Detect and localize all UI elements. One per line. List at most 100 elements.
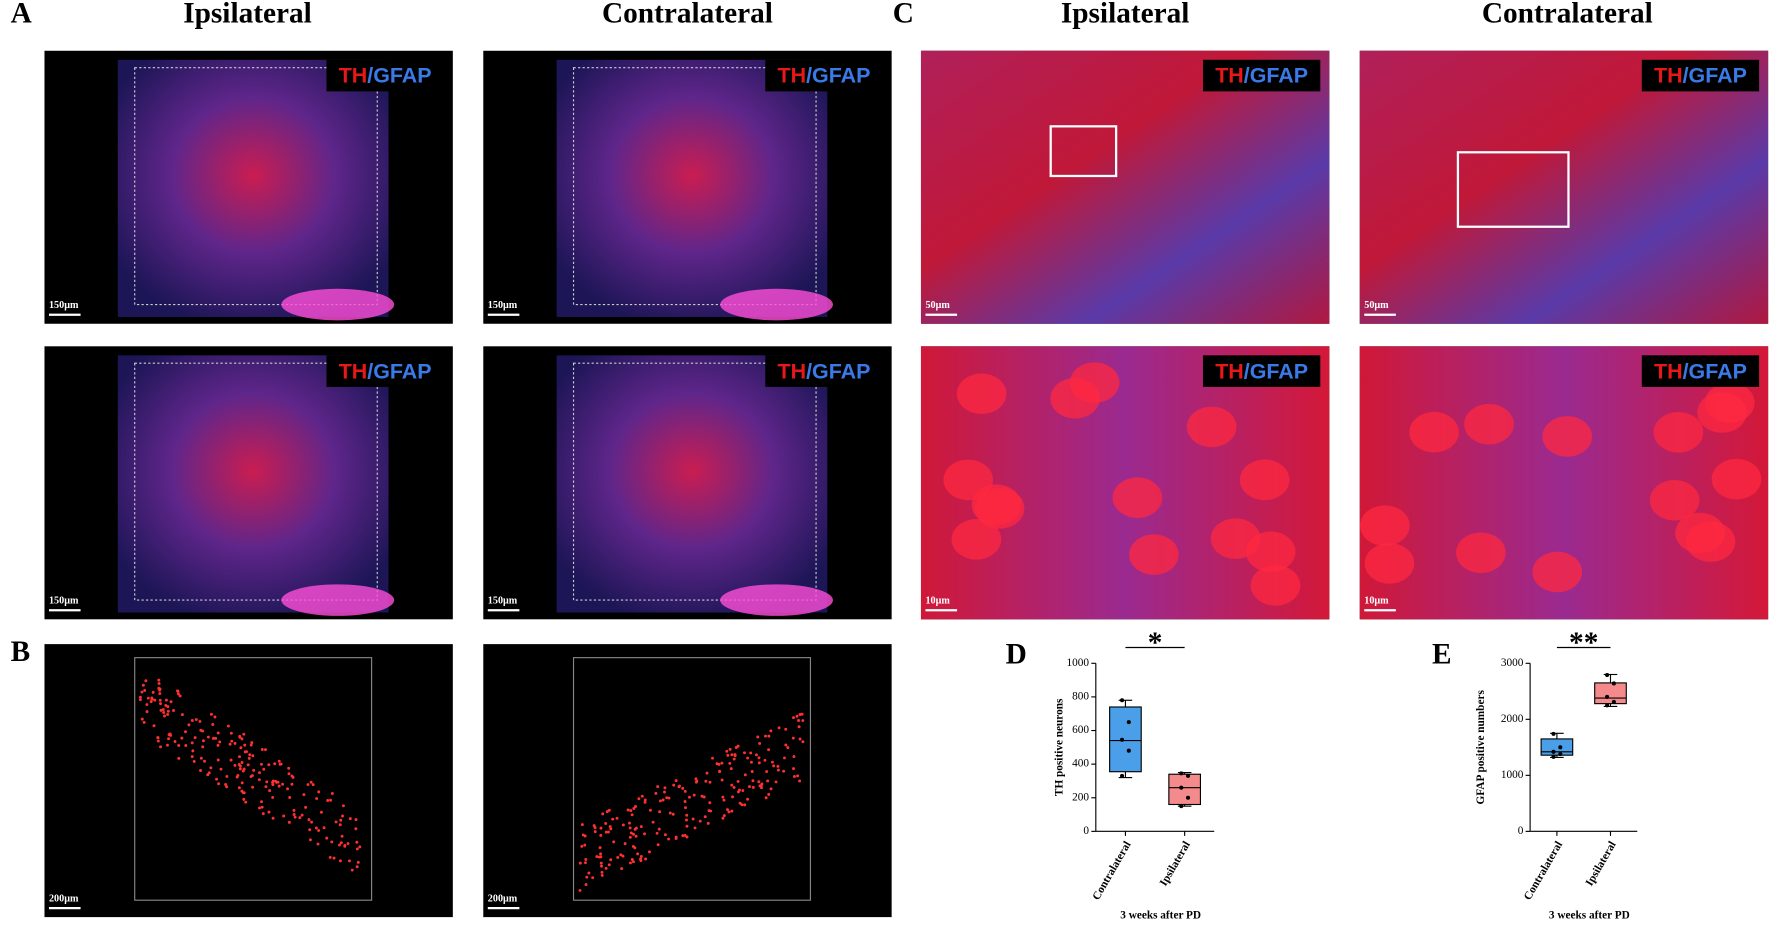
cell-dot [322,826,326,830]
cell-dot [767,748,771,752]
cell-dot [685,824,689,828]
cell-dot [332,856,336,860]
panel-label: C [893,0,914,30]
data-point [1120,698,1125,703]
stain-label-bg [326,59,444,92]
neuron [974,488,1025,529]
cell-dot [348,859,351,863]
cell-dot [800,712,804,716]
cell-dot [238,735,242,739]
cell-dot [784,743,788,747]
cell-dot [176,689,180,693]
cell-dot [743,803,747,807]
neuron [1409,411,1459,453]
data-point [1611,681,1616,686]
cell-dot [242,767,246,771]
stain-blue: /GFAP [806,359,870,383]
cell-dot [166,712,170,716]
cell-dot [797,725,801,729]
cell-dot [268,789,272,793]
neuron [1649,479,1700,521]
data-point [1605,703,1610,708]
cell-dot [792,716,795,720]
cell-dot [671,812,675,816]
stain-label-bg [326,355,444,387]
cell-dot [600,864,603,868]
panel-label: E [1432,638,1452,670]
cell-dot [217,782,221,786]
cell-dot [698,819,702,823]
cell-dot [260,805,264,809]
cell-dot [749,751,753,755]
cell-dot [355,840,359,844]
cell-dot [201,729,205,733]
cell-dot [177,756,181,760]
cell-dot [168,732,172,736]
cell-dot [199,756,203,760]
cell-dot [599,861,603,865]
cell-dot [692,793,696,797]
cell-dot [644,857,648,861]
cell-dot [578,888,582,892]
cell-dot [796,774,800,778]
cell-dot [707,809,711,813]
data-point [1551,731,1556,736]
cell-dot [631,832,635,836]
cell-dot [271,795,275,799]
cell-dot [240,737,244,741]
cell-dot [795,714,799,718]
cell-dot [211,723,215,726]
box-frame [134,362,378,601]
cell-dot [732,785,736,789]
cell-dot [658,799,662,803]
x-tick-label: Contralateral [1522,839,1565,902]
data-point [1186,773,1191,778]
x-tick-label: Ipsilateral [1584,839,1619,888]
cell-dot [317,790,321,794]
cell-dot [633,846,637,850]
cell-dot [244,800,248,804]
data-point [1558,752,1563,757]
cell-dot [585,875,589,879]
tissue [556,355,828,613]
cell-dot [309,780,313,784]
cell-dot [225,785,229,789]
cell-dot [267,810,271,814]
cell-dot [308,838,312,842]
y-tick-label: 800 [1072,691,1089,703]
cell-dot [639,859,643,863]
neuron [1532,551,1583,593]
data-point [1558,745,1563,750]
panel-label: D [1006,638,1027,670]
cell-dot [595,855,599,859]
cell-dot [608,825,612,829]
cell-dot [163,714,166,718]
cell-dot [607,863,611,867]
cell-dot [214,736,218,740]
cell-dot [288,796,292,799]
box [1540,738,1574,756]
cell-dot [355,865,359,869]
glow [281,584,395,616]
cell-dot [199,769,203,772]
cell-dot [749,760,753,764]
cell-dot [612,840,616,844]
micrograph: TH/GFAP 150μm [483,346,892,620]
cell-dot [213,715,217,719]
cell-dot [774,780,778,784]
cell-dot [243,750,247,754]
cell-dot [599,826,603,830]
cell-dot [157,686,161,690]
data-point [1551,754,1556,759]
cell-dot [694,777,698,781]
cell-dot [158,692,162,696]
cell-dot [281,782,285,786]
cell-dot [683,800,687,803]
scale-bar-label: 150μm [49,596,79,607]
cell-dot [184,744,188,747]
cell-dot [161,708,165,712]
cell-dot [700,794,704,798]
cell-dot [339,818,343,822]
cell-dot [277,784,281,788]
cell-dot [302,793,306,797]
